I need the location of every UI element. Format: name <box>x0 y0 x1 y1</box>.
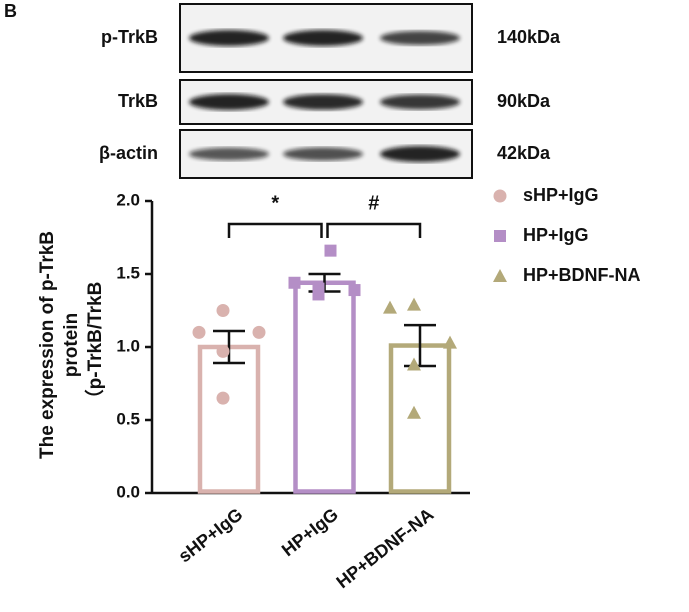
panel-label: B <box>4 1 17 21</box>
y-tick-label: 2.0 <box>116 190 140 209</box>
y-axis-label: （p-TrkB/TrkB <box>83 282 106 409</box>
y-tick-label: 1.5 <box>116 263 140 282</box>
data-point <box>288 276 301 289</box>
significance-bracket <box>227 222 323 238</box>
x-tick-label: sHP+IgG <box>175 504 247 566</box>
data-point <box>407 297 421 311</box>
legend-marker <box>493 189 507 203</box>
data-point <box>216 391 230 405</box>
y-tick-label: 0.5 <box>116 409 140 428</box>
y-tick-label: 1.0 <box>116 336 140 355</box>
data-point <box>383 300 397 314</box>
y-axis-label: protein <box>61 313 82 377</box>
data-point <box>252 325 266 339</box>
x-tick-label: HP+BDNF-NA <box>332 504 437 592</box>
blot-band <box>189 147 269 161</box>
x-tick-label: HP+IgG <box>278 504 342 560</box>
bar-chart: 0.0 0.5 1.0 1.5 2.0 The expression of p-TrkB p… <box>37 185 641 592</box>
error-bar <box>404 323 436 368</box>
bar <box>293 280 356 494</box>
significance-label: # <box>368 192 379 214</box>
blot-band <box>380 146 460 162</box>
blot-band <box>380 31 460 45</box>
bar <box>197 344 261 494</box>
y-tick-label: 0.0 <box>116 482 140 501</box>
legend-marker <box>493 269 507 282</box>
y-axis-label: The expression of p-TrkB <box>37 231 58 459</box>
legend-marker <box>494 230 506 242</box>
blot-band <box>283 94 363 110</box>
legend-label: sHP+IgG <box>523 185 599 205</box>
error-bar <box>213 329 245 365</box>
blot-band <box>380 94 460 110</box>
blot-label: β-actin <box>99 143 158 163</box>
data-point <box>407 405 421 419</box>
blot-size: 140kDa <box>497 27 561 47</box>
data-point <box>312 282 325 295</box>
blot-size: 90kDa <box>497 91 551 111</box>
blot-label: TrkB <box>118 91 158 111</box>
blot-label: p-TrkB <box>101 27 158 47</box>
legend-label: HP+IgG <box>523 225 589 245</box>
data-point <box>407 357 421 371</box>
blot-band <box>189 30 269 46</box>
data-point <box>348 284 361 297</box>
data-point <box>216 344 230 358</box>
data-point <box>443 335 457 349</box>
blot-band <box>283 147 363 161</box>
data-point <box>192 325 206 339</box>
blot-size: 42kDa <box>497 143 551 163</box>
western-blot: p-TrkB 140kDa TrkB 90kDa β-actin 42kDa <box>99 3 561 179</box>
legend-label: HP+BDNF-NA <box>523 265 641 285</box>
significance-label: * <box>271 192 279 214</box>
blot-band <box>283 30 363 46</box>
data-point <box>324 244 337 257</box>
blot-band <box>189 94 269 110</box>
data-point <box>216 304 230 317</box>
significance-bracket <box>326 222 422 238</box>
